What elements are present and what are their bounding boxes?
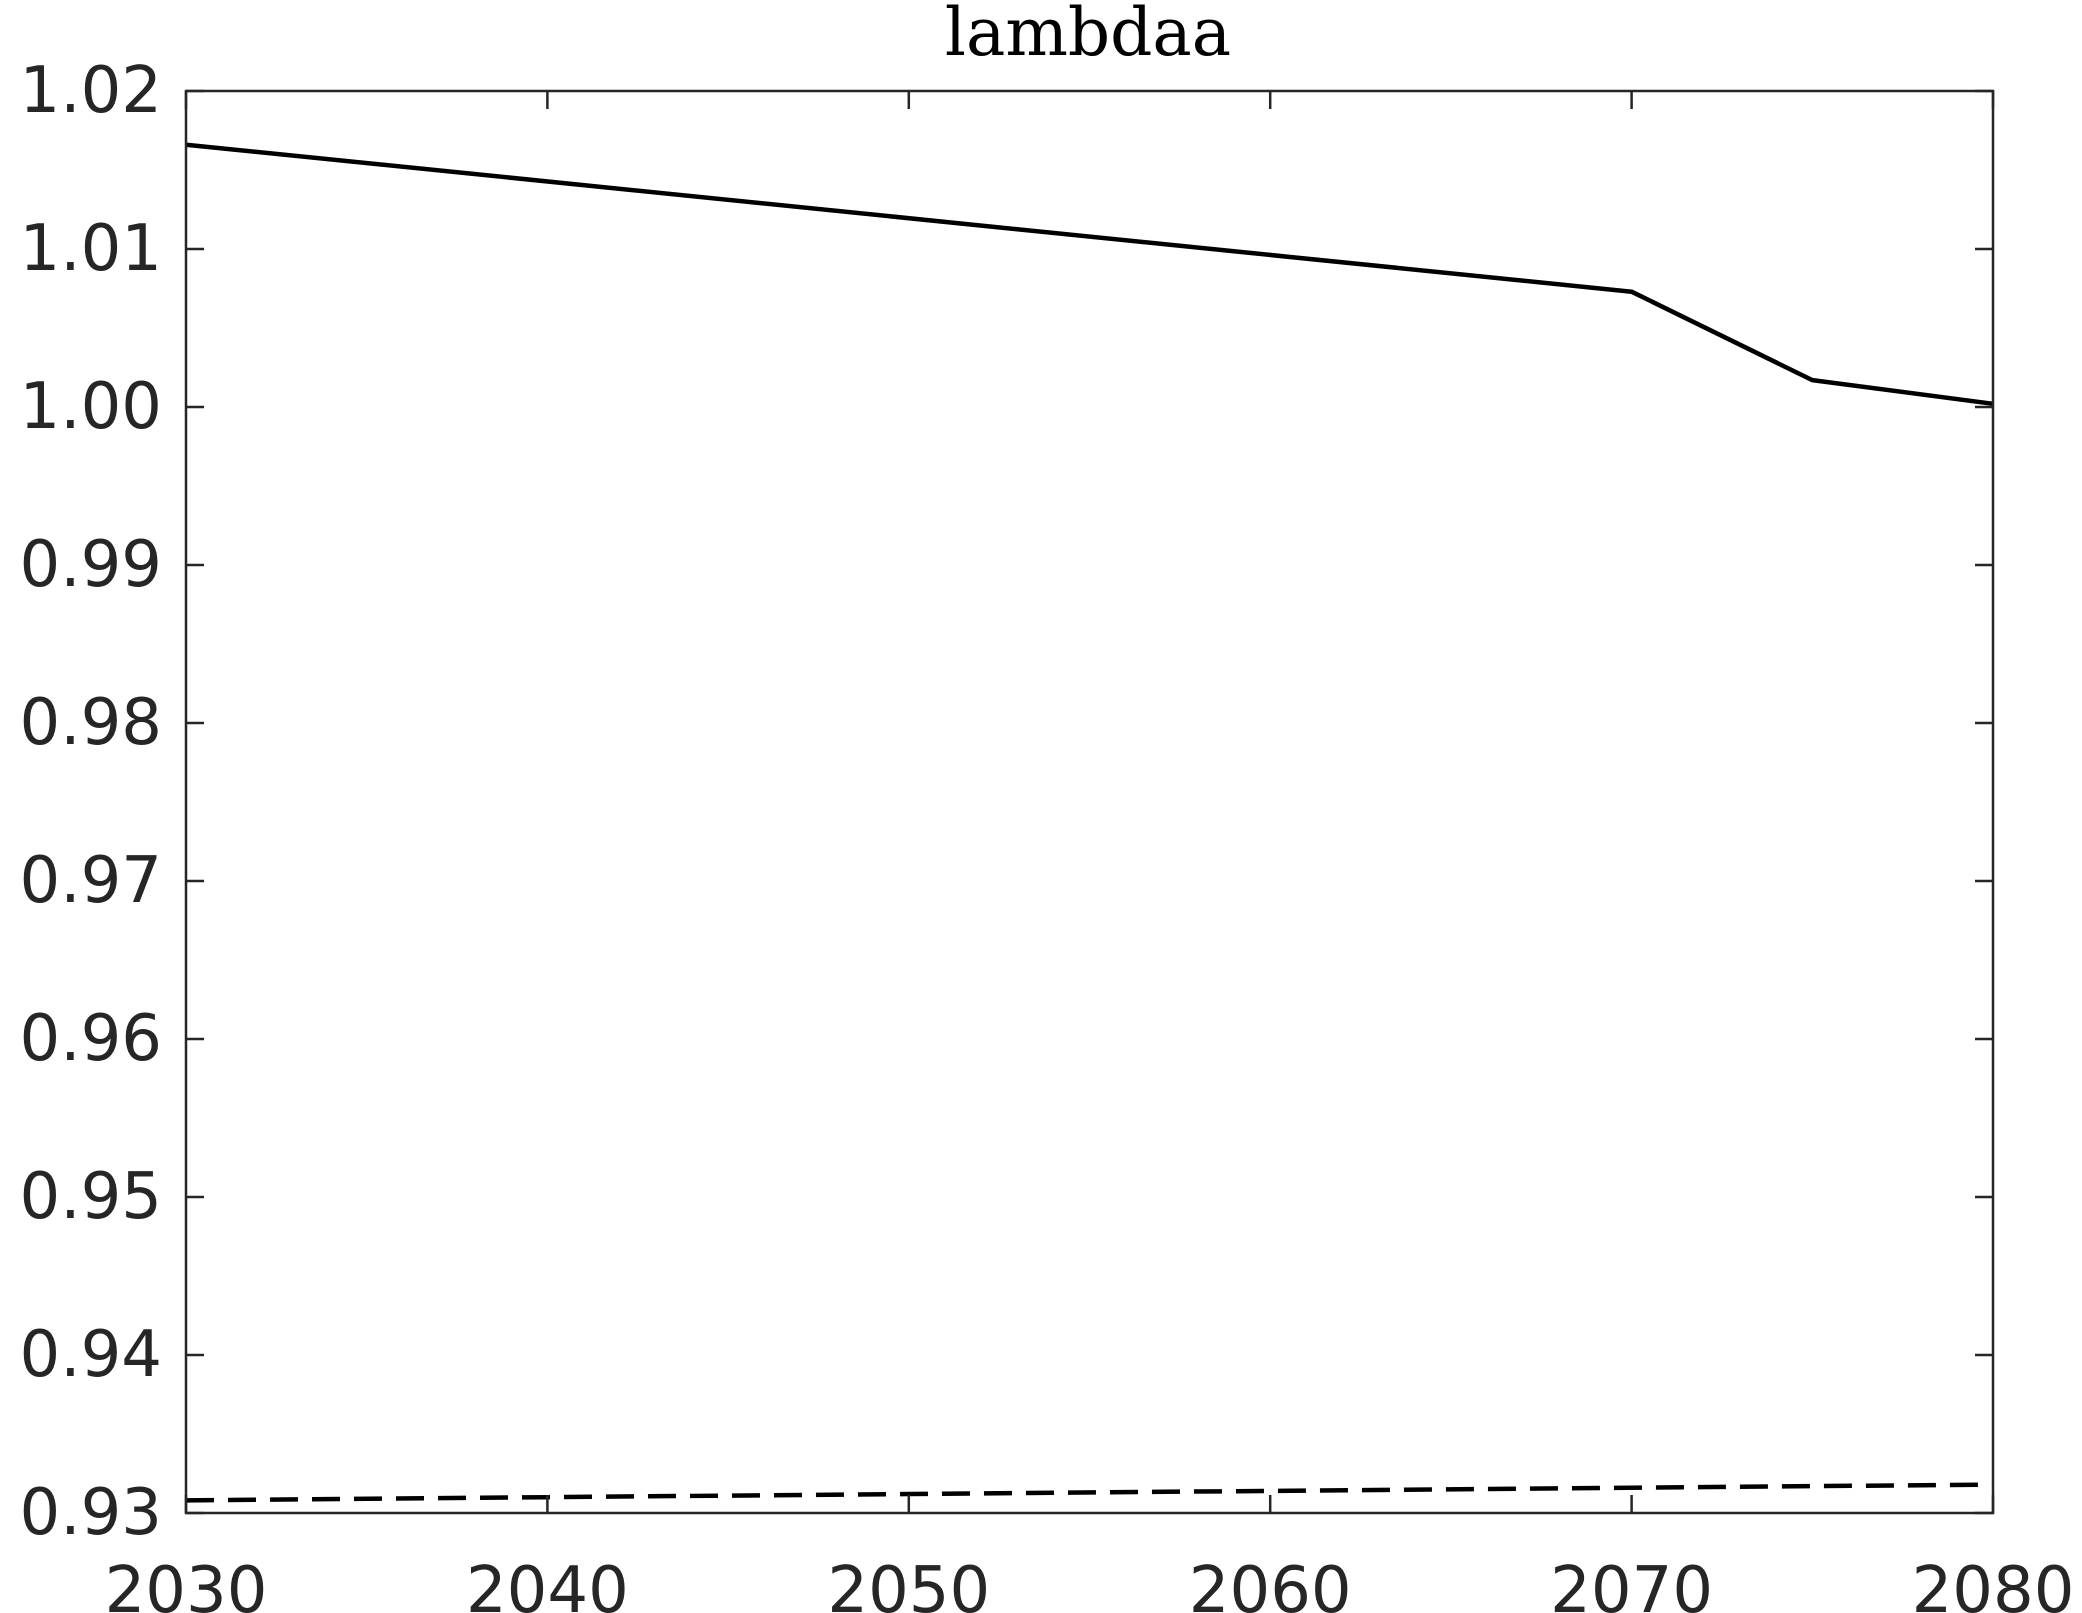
y-axis-tick-labels: 0.93 0.94 0.95 0.96 0.97 0.98 0.99 1.00 1.01 1.02 (20, 54, 163, 1550)
y-tick-label-1.02: 1.02 (20, 54, 163, 128)
ticks-layer (184, 89, 1995, 1515)
y-tick-label-0.93: 0.93 (20, 1476, 163, 1550)
y-tick-label-0.95: 0.95 (20, 1160, 163, 1234)
y-tick-label-0.97: 0.97 (20, 844, 163, 918)
y-tick-label-1.01: 1.01 (20, 212, 163, 286)
y-tick-label-0.98: 0.98 (20, 686, 163, 760)
plot-area-frame (184, 89, 1995, 1515)
series-layer (185, 142, 1994, 1503)
x-tick-label-2050: 2050 (827, 1554, 990, 1613)
x-axis-tick-labels: 2030 2040 2050 2060 2070 2080 (105, 1554, 2075, 1613)
x-tick-label-2040: 2040 (466, 1554, 629, 1613)
x-tick-label-2060: 2060 (1189, 1554, 1352, 1613)
y-tick-label-0.96: 0.96 (20, 1002, 163, 1076)
y-tick-label-1.00: 1.00 (20, 370, 163, 444)
x-tick-label-2070: 2070 (1550, 1554, 1713, 1613)
x-tick-label-2030: 2030 (105, 1554, 268, 1613)
series-line-1-solid (185, 142, 1994, 407)
x-tick-label-2080: 2080 (1912, 1554, 2075, 1613)
y-tick-label-0.94: 0.94 (20, 1318, 163, 1392)
series-line-2-dashed (185, 1482, 1994, 1503)
chart-title: lambdaa (945, 0, 1231, 71)
y-tick-label-0.99: 0.99 (20, 528, 163, 602)
